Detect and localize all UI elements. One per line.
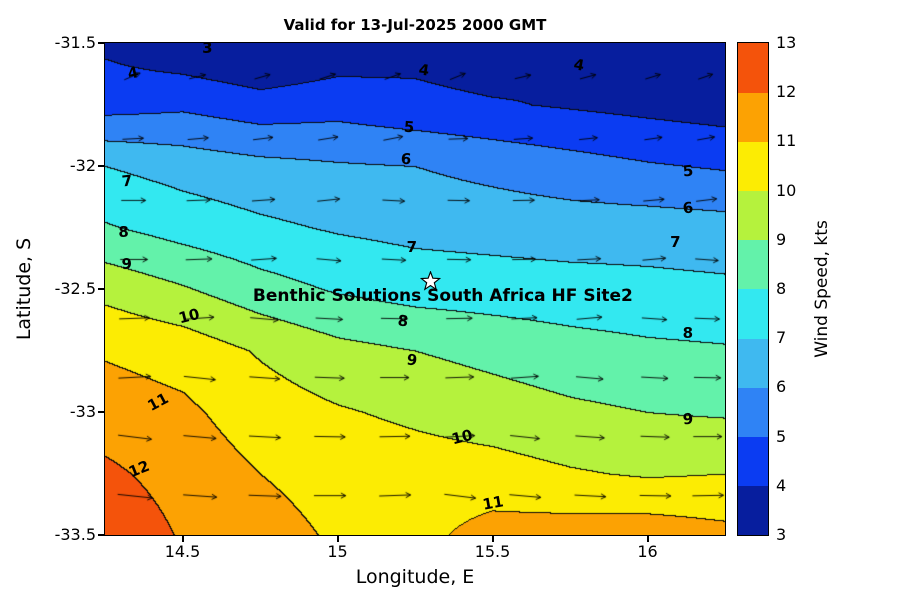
y-tick-mark <box>98 411 104 413</box>
y-tick-mark <box>98 165 104 167</box>
x-axis-label: Longitude, E <box>355 566 475 588</box>
x-tick-mark <box>181 536 184 542</box>
colorbar-band <box>738 485 768 536</box>
x-tick-label: 14.5 <box>164 542 201 561</box>
y-tick-label: -32 <box>69 156 96 175</box>
colorbar-tick-label: 8 <box>776 279 787 298</box>
colorbar-band <box>738 338 768 388</box>
colorbar-band <box>738 436 768 487</box>
colorbar-band <box>738 289 768 339</box>
y-tick-mark <box>98 288 104 290</box>
colorbar-band <box>738 92 768 142</box>
y-tick-mark <box>98 534 104 536</box>
colorbar-tick-label: 3 <box>776 525 787 544</box>
y-axis-label: Latitude, S <box>13 237 35 341</box>
colorbar-tick-label: 11 <box>776 131 797 151</box>
chart-title: Valid for 13-Jul-2025 2000 GMT <box>283 16 547 34</box>
colorbar-tick-label: 9 <box>776 229 787 249</box>
y-tick-label: -33.5 <box>54 525 96 544</box>
colorbar-band <box>738 190 768 241</box>
y-tick-label: -32.5 <box>54 279 96 298</box>
colorbar-label: Wind Speed, kts <box>812 220 832 358</box>
colorbar-tick-label: 6 <box>776 377 787 397</box>
y-tick-mark <box>98 42 104 44</box>
x-tick-mark <box>646 536 649 542</box>
colorbar-band <box>738 43 768 93</box>
colorbar-tick-label: 7 <box>776 328 787 348</box>
x-tick-mark <box>336 536 339 542</box>
colorbar-tick-label: 10 <box>776 180 797 200</box>
y-tick-label: -31.5 <box>54 33 96 52</box>
colorbar-tick-label: 13 <box>776 33 797 52</box>
colorbar-tick-label: 5 <box>776 426 787 446</box>
colorbar <box>737 42 769 536</box>
colorbar-tick-label: 12 <box>776 82 797 102</box>
colorbar-band <box>738 387 768 438</box>
colorbar-band <box>738 239 768 290</box>
x-tick-mark <box>491 536 494 542</box>
colorbar-band <box>738 141 768 192</box>
x-tick-label: 15.5 <box>474 542 511 561</box>
y-tick-label: -33 <box>69 402 96 421</box>
x-tick-label: 16 <box>637 542 658 561</box>
colorbar-tick-label: 4 <box>776 475 787 495</box>
contour-plot-canvas <box>105 43 725 535</box>
x-tick-label: 15 <box>327 542 348 561</box>
